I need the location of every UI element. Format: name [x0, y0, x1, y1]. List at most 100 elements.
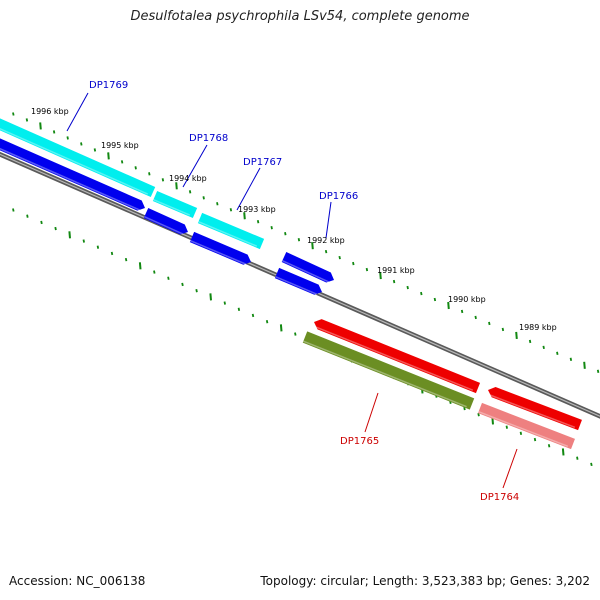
- scale-label: 1992 kbp: [307, 236, 345, 245]
- minor-tick: [556, 351, 559, 356]
- topology-text: Topology: circular; Length: 3,523,383 bp…: [260, 574, 590, 588]
- gene-bar-dp1769[interactable]: [0, 115, 156, 198]
- cds-bar-dp1764[interactable]: [486, 386, 582, 431]
- minor-tick: [338, 255, 341, 260]
- callout-dp1764: [502, 448, 518, 489]
- major-tick: [243, 212, 246, 220]
- cds-bar-dp1767[interactable]: [189, 231, 251, 265]
- minor-tick: [477, 413, 480, 417]
- inner-tick-track: [12, 208, 593, 467]
- minor-tick: [542, 345, 545, 350]
- major-tick: [583, 361, 586, 369]
- minor-tick: [96, 245, 100, 249]
- minor-tick: [256, 220, 260, 224]
- minor-tick: [195, 288, 198, 293]
- minor-tick: [324, 249, 328, 254]
- cds-bar-dp1765[interactable]: [312, 319, 481, 394]
- minor-tick: [365, 267, 369, 272]
- minor-tick: [294, 332, 297, 336]
- minor-tick: [93, 148, 97, 152]
- gene-bar-dp1767[interactable]: [197, 212, 265, 250]
- scale-label: 1993 kbp: [238, 205, 276, 214]
- accession-text: Accession: NC_006138: [9, 574, 146, 588]
- minor-tick: [420, 291, 423, 296]
- minor-tick: [153, 270, 156, 274]
- cds-bar-dp1766a[interactable]: [281, 252, 334, 283]
- minor-tick: [284, 232, 287, 236]
- minor-tick: [474, 315, 477, 320]
- major-tick: [447, 301, 450, 310]
- gene-label-dp1765[interactable]: DP1765: [340, 436, 379, 447]
- minor-tick: [569, 357, 573, 362]
- gene-label-dp1768[interactable]: DP1768: [189, 133, 228, 144]
- outer-tick-track: [12, 112, 600, 373]
- feature-track: [0, 115, 582, 450]
- minor-tick: [26, 214, 29, 218]
- callout-dp1766: [325, 201, 332, 239]
- scale-label: 1994 kbp: [169, 174, 207, 183]
- gene-bar-dp1768[interactable]: [152, 190, 198, 219]
- minor-tick: [505, 425, 508, 429]
- gene-label-dp1766[interactable]: DP1766: [319, 191, 358, 202]
- minor-tick: [80, 142, 83, 146]
- minor-tick: [270, 226, 273, 230]
- minor-tick: [188, 190, 192, 194]
- scale-label: 1989 kbp: [519, 323, 557, 332]
- minor-tick: [202, 196, 205, 200]
- minor-tick: [265, 319, 269, 324]
- minor-tick: [25, 118, 29, 122]
- cds-bar-dp1766b[interactable]: [274, 267, 322, 295]
- minor-tick: [216, 202, 219, 206]
- minor-tick: [167, 276, 170, 280]
- scale-label: 1990 kbp: [448, 295, 486, 304]
- gene-label-dp1767[interactable]: DP1767: [243, 157, 282, 168]
- minor-tick: [297, 237, 301, 242]
- minor-tick: [547, 444, 551, 448]
- minor-tick: [237, 307, 241, 311]
- cds-bar-dp1768[interactable]: [143, 207, 188, 235]
- minor-tick: [134, 166, 137, 170]
- minor-tick: [528, 339, 532, 344]
- feature-bar-dp1764[interactable]: [478, 402, 575, 450]
- major-tick: [515, 331, 518, 339]
- major-tick: [138, 262, 142, 270]
- callout-dp1769: [66, 92, 89, 132]
- scale-label: 1995 kbp: [101, 141, 139, 150]
- minor-tick: [120, 160, 124, 164]
- callout-dp1767: [236, 167, 261, 211]
- minor-tick: [12, 112, 15, 116]
- minor-tick: [590, 462, 593, 467]
- major-tick: [311, 242, 314, 250]
- minor-tick: [519, 431, 523, 436]
- feature-bar-dp1765[interactable]: [302, 331, 475, 410]
- label-callouts: [66, 92, 518, 489]
- minor-tick: [66, 136, 69, 140]
- minor-tick: [576, 456, 579, 460]
- minor-tick: [52, 130, 56, 134]
- minor-tick: [161, 178, 165, 182]
- minor-tick: [229, 208, 233, 212]
- minor-tick: [501, 327, 505, 332]
- major-tick: [561, 448, 565, 456]
- major-tick: [107, 152, 110, 160]
- minor-tick: [533, 437, 537, 442]
- minor-tick: [12, 208, 15, 212]
- cds-bar-dp1769[interactable]: [0, 135, 145, 211]
- callout-dp1765: [364, 392, 379, 433]
- minor-tick: [82, 239, 85, 243]
- minor-tick: [251, 313, 255, 318]
- minor-tick: [596, 369, 600, 373]
- map-title: Desulfotalea psychrophila LSv54, complet…: [130, 9, 470, 24]
- minor-tick: [54, 226, 57, 231]
- gene-label-dp1764[interactable]: DP1764: [480, 492, 519, 503]
- minor-tick: [223, 301, 226, 305]
- minor-tick: [181, 282, 184, 287]
- minor-tick: [124, 257, 128, 262]
- major-tick: [379, 271, 382, 280]
- major-tick: [175, 182, 178, 190]
- minor-tick: [352, 261, 355, 266]
- gene-label-dp1769[interactable]: DP1769: [89, 80, 128, 91]
- minor-tick: [433, 297, 437, 302]
